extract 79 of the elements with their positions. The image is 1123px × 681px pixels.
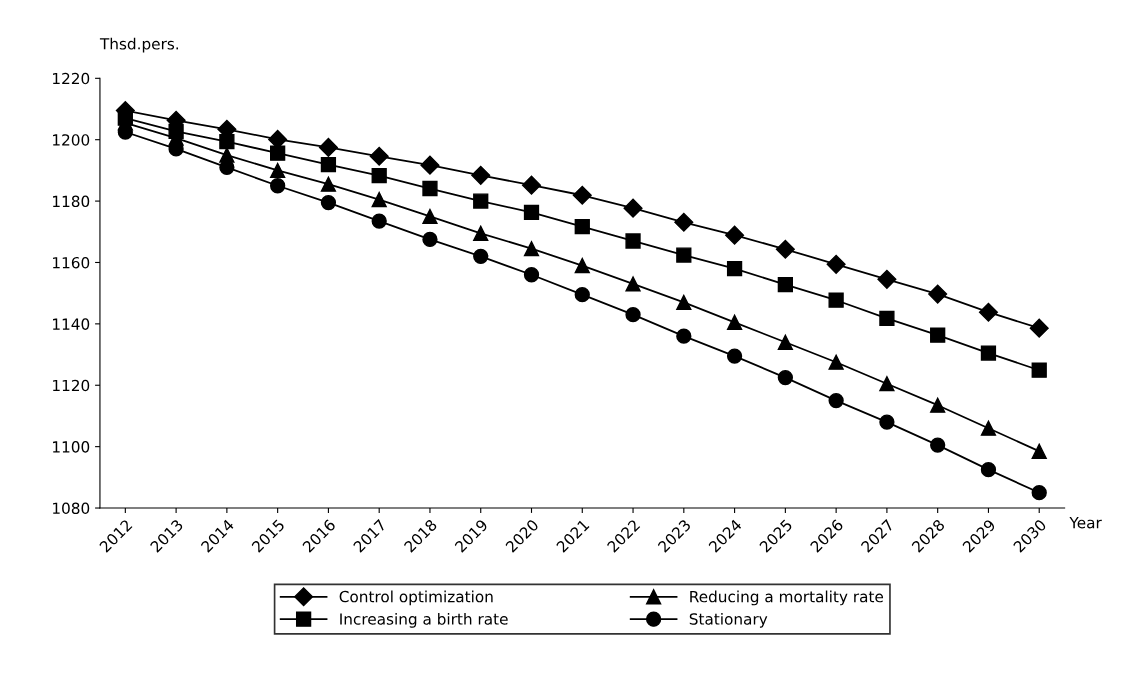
point [676,247,692,263]
point [320,156,337,173]
point [777,334,794,350]
point [521,175,542,195]
point [726,314,743,330]
y-tick-label: 1100 [53,441,90,453]
point [980,345,997,361]
point [473,193,489,209]
point [1031,485,1047,501]
point [572,185,592,205]
point [471,165,491,185]
point [523,204,540,221]
point [369,146,389,166]
point [877,269,897,289]
point [320,176,337,192]
point [574,287,590,303]
point [219,133,235,150]
point [371,167,387,184]
point [879,414,895,430]
point [777,276,794,293]
y-tick-label: 1120 [53,379,90,392]
y-tick-label: 1140 [53,318,90,330]
point [473,248,489,264]
legend-label: Reducing a mortality rate [690,590,884,606]
y-tick-label: 1180 [53,195,90,208]
point [371,191,387,208]
point [928,284,948,304]
point [420,155,440,175]
point [523,267,540,283]
point [318,137,338,157]
point [980,462,997,478]
legend-label: Stationary [689,612,768,628]
point [980,420,997,436]
point [777,369,794,386]
point [676,328,692,344]
point [422,180,438,197]
point [523,241,540,257]
point [270,178,286,194]
point [879,376,895,392]
point [625,307,641,323]
point [930,327,946,343]
point [930,437,946,453]
point [473,225,489,241]
point [1031,443,1047,459]
point [1029,318,1049,338]
x-axis-title: Year [1069,517,1102,529]
point [270,162,286,179]
y-tick-label: 1160 [53,256,90,269]
point [574,257,590,274]
point [930,397,946,413]
y-tick-label: 1080 [53,502,90,515]
point [726,348,743,364]
point [828,392,844,409]
point [725,225,745,245]
point [1031,362,1047,378]
legend-label: Increasing a birth rate [340,612,508,628]
point [422,231,438,248]
point [828,354,844,370]
point [676,294,692,311]
legend-label: Control optimization [339,590,493,606]
point [879,310,895,326]
point [371,213,387,229]
point [978,302,998,322]
point [625,276,641,292]
y-tick-label: 1220 [53,72,90,85]
point [674,212,694,232]
point [574,218,590,235]
point [775,239,795,259]
point [320,194,337,211]
point [828,292,844,308]
point [726,260,743,277]
point [623,198,643,218]
point [270,145,286,161]
y-axis-title: Thsd.pers. [99,37,179,53]
point [826,254,846,274]
point [625,233,641,249]
y-tick-label: 1200 [53,134,90,146]
point [268,129,288,149]
point [422,208,438,225]
